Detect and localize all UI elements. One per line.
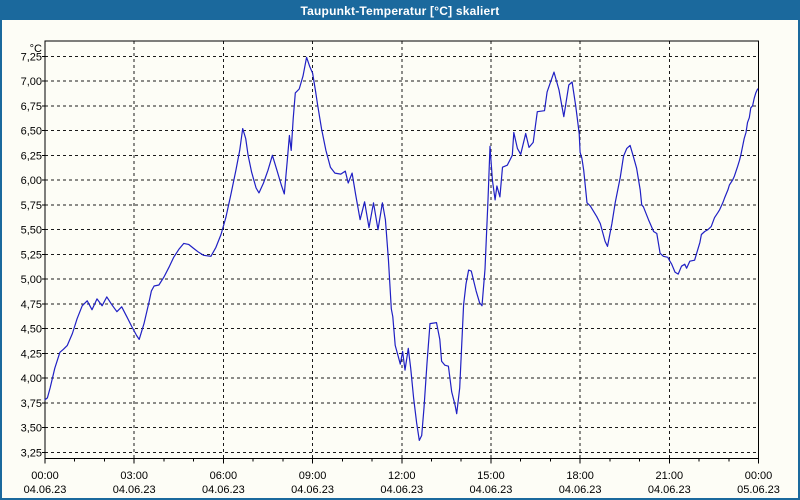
- x-tick-date-label: 04.06.23: [380, 484, 423, 496]
- y-axis-unit-label: °C: [30, 43, 42, 55]
- y-tick-label: 4,00: [21, 373, 42, 385]
- x-tick-time-label: 09:00: [299, 470, 327, 482]
- y-tick-label: 6,50: [21, 126, 42, 138]
- title-bar: Taupunkt-Temperatur [°C] skaliert: [2, 2, 798, 20]
- y-tick-label: 5,00: [21, 274, 42, 286]
- temperature-line: [44, 56, 759, 441]
- x-tick-time-label: 00:00: [31, 470, 59, 482]
- x-tick-time-label: 00:00: [745, 470, 773, 482]
- y-tick-label: 6,75: [21, 101, 42, 113]
- dewpoint-chart: 7,25 7,00 6,75 6,50 6,25 6,00 5,75 5,50 5,25 5,00…: [2, 20, 798, 498]
- x-tick-date-label: 04.06.23: [648, 484, 691, 496]
- x-tick-date-label: 04.06.23: [291, 484, 334, 496]
- y-tick-label: 3,75: [21, 398, 42, 410]
- y-tick-label: 7,25: [21, 51, 42, 63]
- x-tick-date-label: 04.06.23: [202, 484, 245, 496]
- y-tick-label: 5,75: [21, 200, 42, 212]
- x-tick-time-label: 03:00: [120, 470, 148, 482]
- y-tick-label: 6,00: [21, 175, 42, 187]
- x-tick-date-label: 04.06.23: [113, 484, 156, 496]
- chart-background: [2, 20, 798, 498]
- x-tick-date-label: 04.06.23: [470, 484, 513, 496]
- x-tick-date-label: 05.06.23: [737, 484, 780, 496]
- x-tick-time-label: 12:00: [388, 470, 416, 482]
- plot-frame: [44, 40, 759, 459]
- x-tick-date-label: 04.06.23: [24, 484, 67, 496]
- y-tick-label: 7,00: [21, 76, 42, 88]
- y-tick-label: 5,50: [21, 225, 42, 237]
- y-tick-label: 4,50: [21, 324, 42, 336]
- x-tick-date-label: 04.06.23: [559, 484, 602, 496]
- y-tick-label: 4,75: [21, 299, 42, 311]
- y-tick-label: 3,50: [21, 423, 42, 435]
- y-tick-label: 6,25: [21, 150, 42, 162]
- x-tick-time-label: 06:00: [210, 470, 238, 482]
- y-tick-label: 3,25: [21, 447, 42, 459]
- window-title: Taupunkt-Temperatur [°C] skaliert: [300, 4, 500, 18]
- y-tick-label: 5,25: [21, 249, 42, 261]
- y-tick-label: 4,25: [21, 348, 42, 360]
- x-tick-time-label: 18:00: [566, 470, 594, 482]
- x-tick-time-label: 21:00: [656, 470, 684, 482]
- x-tick-time-label: 15:00: [477, 470, 505, 482]
